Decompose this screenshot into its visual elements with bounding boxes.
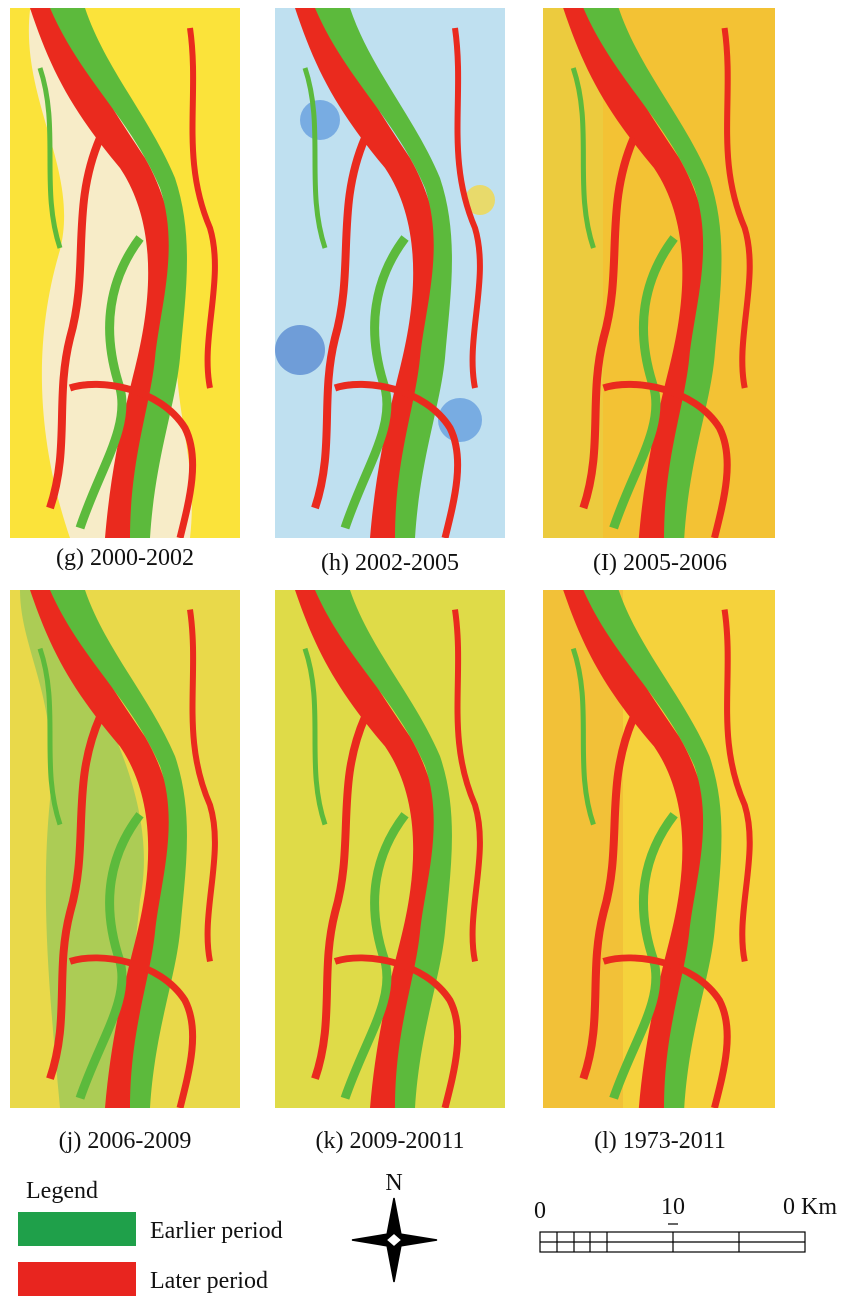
legend-title: Legend [26,1178,98,1204]
legend-swatch [18,1212,136,1246]
panel-i [543,8,775,538]
panel-h [275,8,505,538]
legend-label: Later period [150,1268,268,1294]
north-arrow [352,1198,437,1282]
scale-label: 10 [661,1194,685,1220]
panel-g [10,8,240,538]
scale-bar [540,1224,805,1252]
panel-j [10,590,240,1108]
panel-caption: (h) 2002-2005 [321,550,459,576]
scale-label: 0 Km [783,1194,837,1220]
panel-caption: (l) 1973-2011 [594,1128,726,1154]
panel-caption: (k) 2009-20011 [315,1128,464,1154]
north-label: N [385,1170,402,1196]
scale-label: 0 [534,1198,546,1224]
panel-l [543,590,775,1108]
panel-caption: (I) 2005-2006 [593,550,727,576]
panel-caption: (j) 2006-2009 [59,1128,192,1154]
panel-caption: (g) 2000-2002 [56,545,194,571]
figure: (g) 2000-2002 (h) 2002-2005 (I) 2005-200… [0,0,843,1305]
panel-k [275,590,505,1108]
legend-swatch [18,1262,136,1296]
legend-label: Earlier period [150,1218,283,1244]
